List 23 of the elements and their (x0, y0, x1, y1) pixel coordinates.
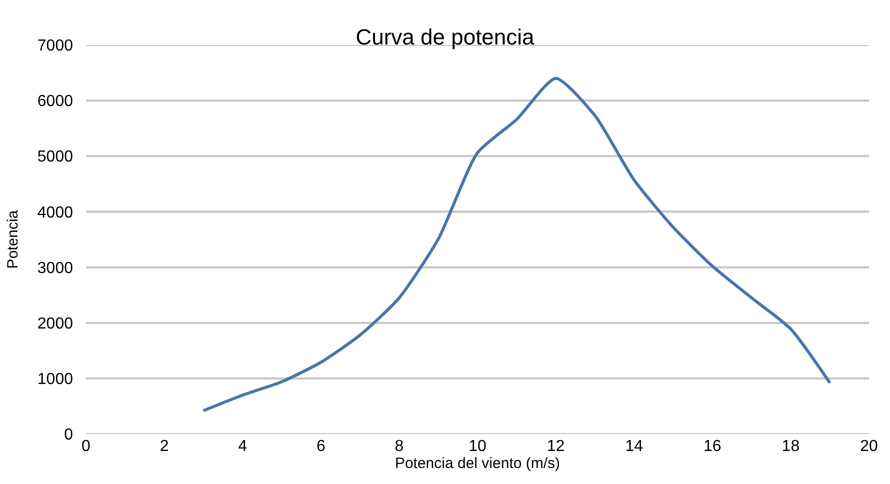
x-tick-label: 16 (704, 438, 722, 455)
x-tick-label: 0 (82, 438, 91, 455)
y-tick-label: 6000 (37, 93, 74, 110)
y-tick-label: 7000 (37, 38, 74, 55)
x-tick-label: 12 (546, 438, 565, 455)
y-tick-label: 4000 (37, 204, 74, 222)
x-tick-label: 4 (238, 438, 248, 455)
y-tick-label: 5000 (37, 148, 74, 166)
x-tick-label: 2 (160, 438, 169, 455)
x-tick-label: 8 (394, 438, 404, 455)
y-tick-label: 1000 (37, 371, 74, 388)
line-series (202, 76, 832, 412)
x-tick-label: 18 (782, 438, 800, 455)
x-tick-label: 14 (625, 438, 644, 455)
y-tick-label: 3000 (37, 260, 74, 277)
y-tick-label: 2000 (37, 315, 74, 332)
y-tick-label: 0 (64, 426, 74, 444)
chart-title: Curva de potencia (356, 24, 536, 50)
x-axis-title: Potencia del viento (m/s) (394, 455, 560, 472)
y-axis-title: Potencia (4, 210, 22, 269)
x-tick-label: 20 (860, 438, 878, 455)
x-tick-label: 6 (316, 438, 326, 455)
x-tick-label: 10 (468, 438, 486, 455)
